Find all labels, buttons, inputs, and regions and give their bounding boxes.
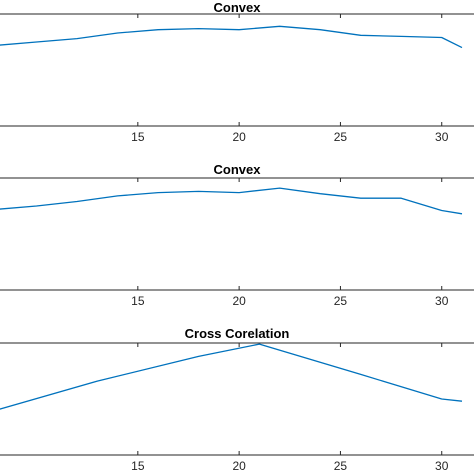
x-tick-label: 15 [131, 294, 145, 308]
x-tick-label: 30 [435, 459, 449, 473]
series-line [0, 25, 463, 49]
x-tick-label: 30 [435, 130, 449, 144]
series-line [0, 343, 463, 410]
axes-box [0, 342, 474, 456]
x-tick-label: 20 [232, 130, 246, 144]
x-tick-label: 25 [334, 130, 348, 144]
x-tick-label: 20 [232, 459, 246, 473]
chart-title: Convex [214, 0, 262, 15]
axes-box [0, 177, 474, 291]
chart-panel-cross-corelation: Cross Corelation 15 20 25 30 [0, 326, 474, 473]
x-tick-label: 30 [435, 294, 449, 308]
x-tick-label: 25 [334, 459, 348, 473]
axes-box [0, 13, 474, 127]
chart-title: Convex [214, 162, 262, 177]
chart-panel-convex-top: Convex 15 20 25 30 [0, 0, 474, 144]
chart-title: Cross Corelation [185, 326, 290, 341]
x-tick-label: 20 [232, 294, 246, 308]
x-tick-label: 15 [131, 459, 145, 473]
x-tick-label: 15 [131, 130, 145, 144]
chart-panel-convex-middle: Convex 15 20 25 30 [0, 162, 474, 308]
x-tick-label: 25 [334, 294, 348, 308]
series-line [0, 187, 463, 215]
